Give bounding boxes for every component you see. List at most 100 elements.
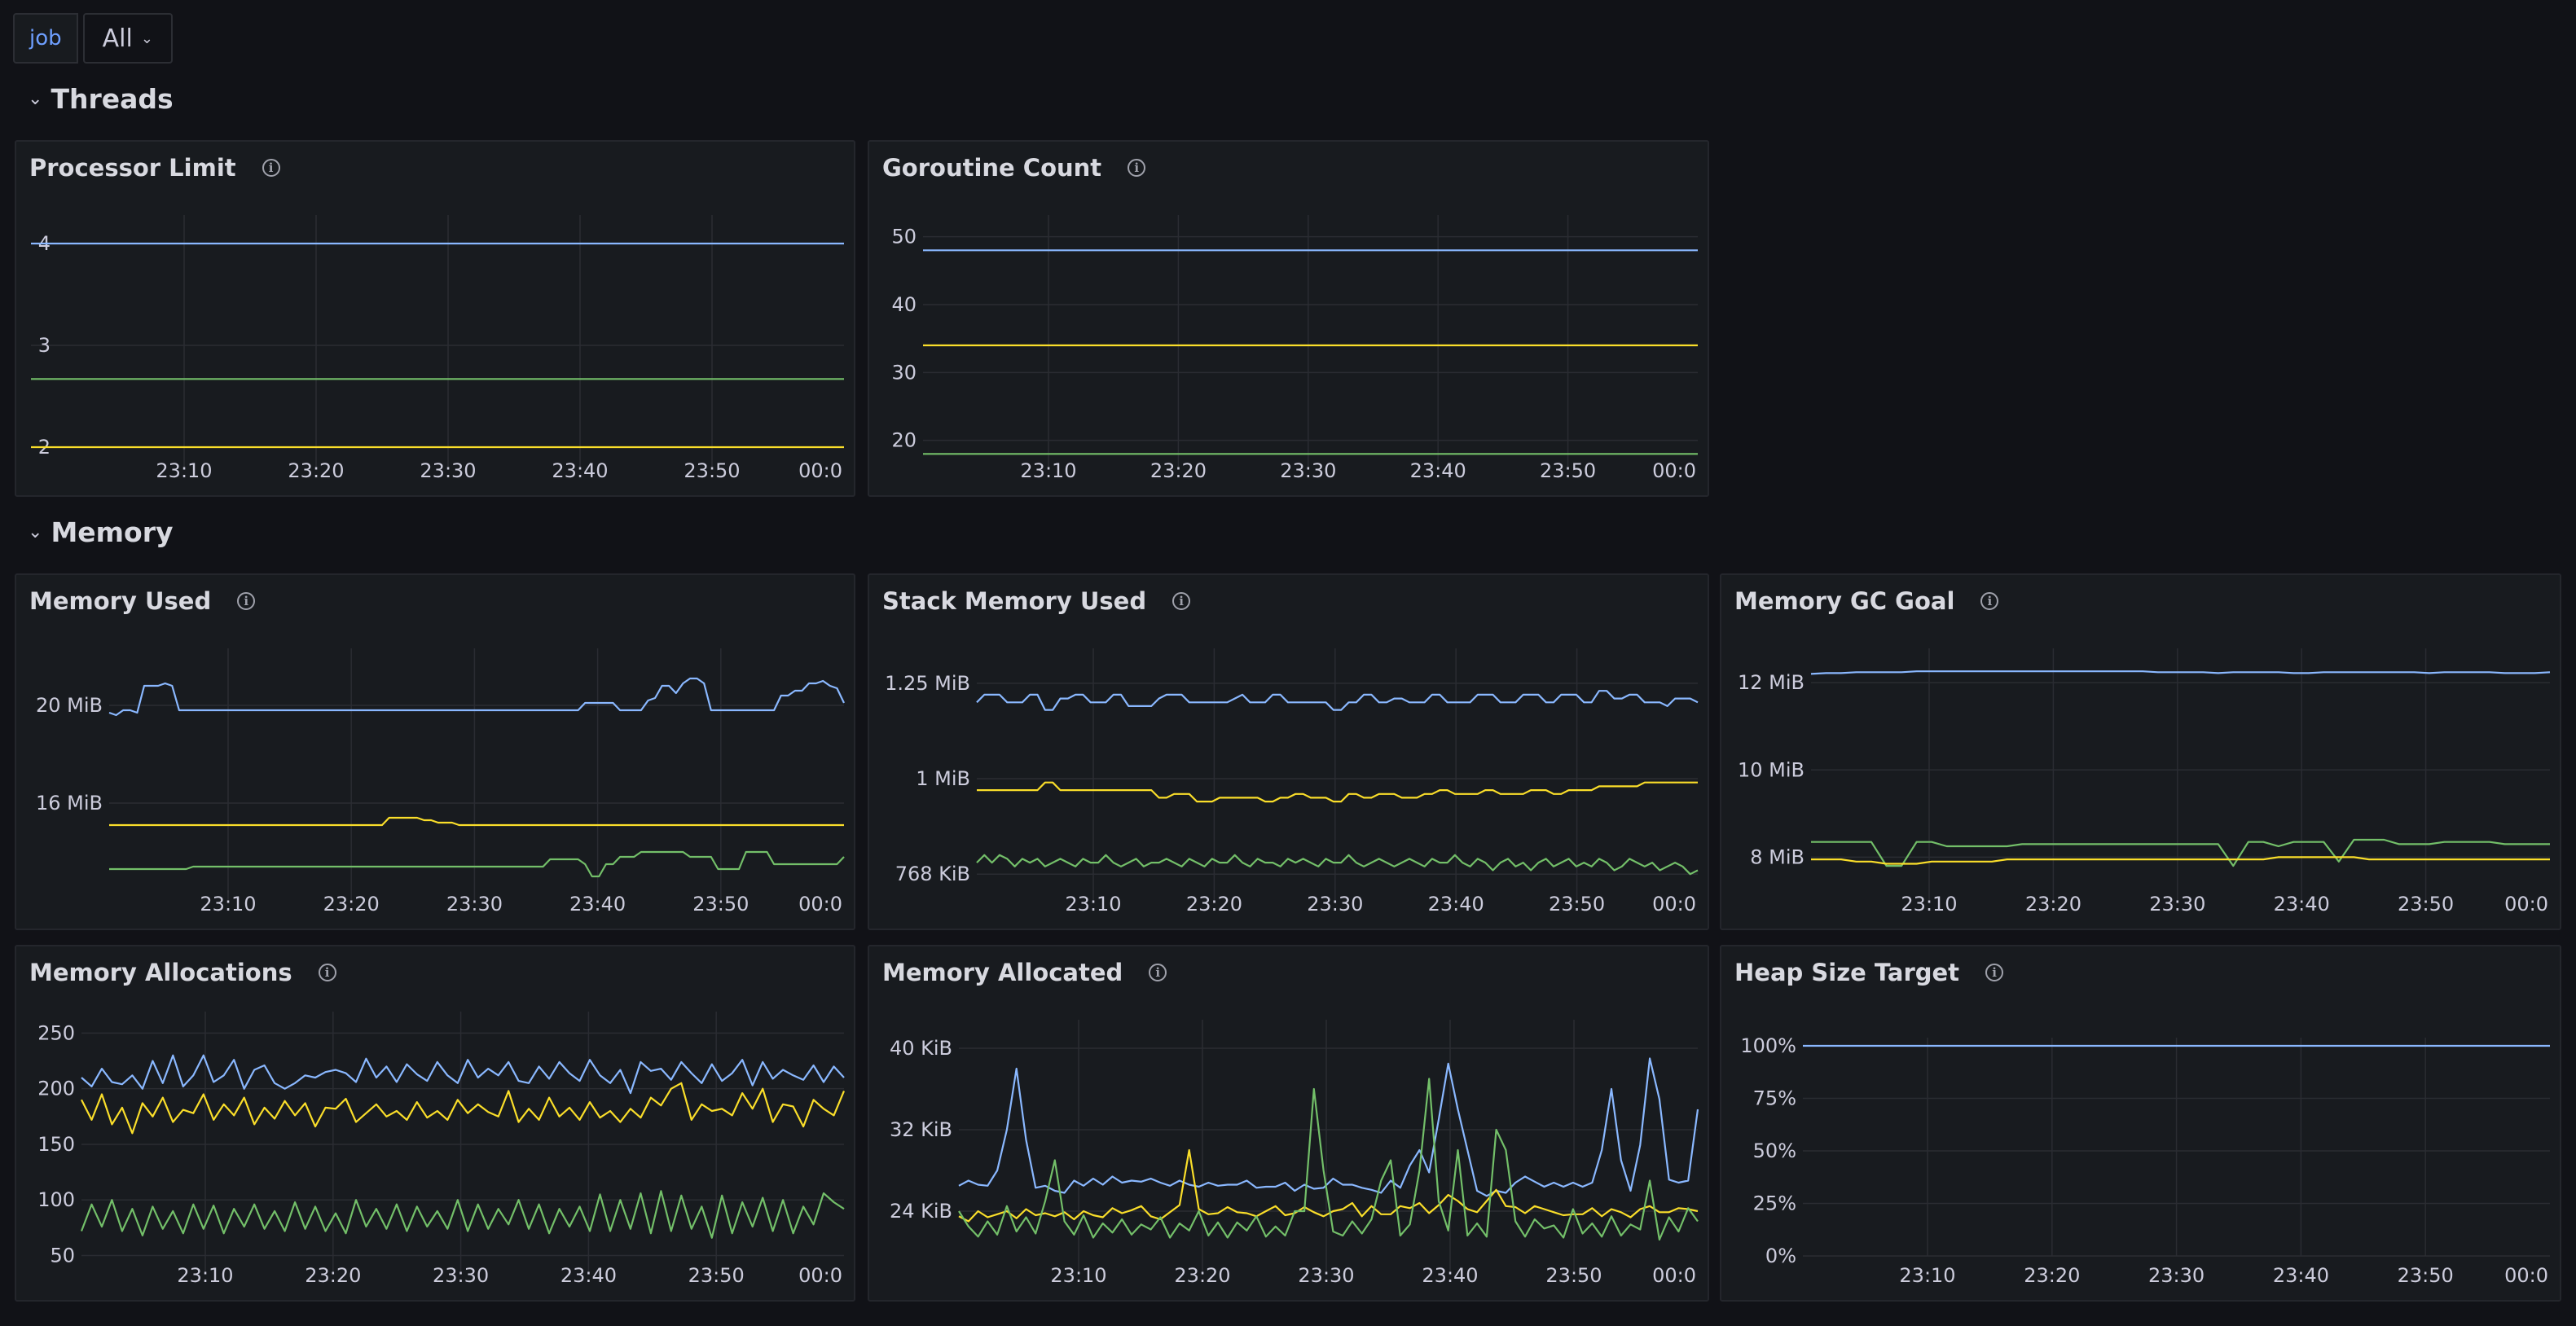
x-tick-label: 23:40 <box>552 459 608 482</box>
row-title: Threads <box>51 83 174 115</box>
x-tick-label: 23:40 <box>560 1264 617 1287</box>
y-tick-label: 50% <box>1753 1139 1796 1162</box>
x-tick-label: 23:30 <box>420 459 476 482</box>
series-line-yellow <box>1811 856 2550 865</box>
x-tick-label: 23:30 <box>2148 1264 2205 1287</box>
series-line-green <box>1811 838 2550 867</box>
row-title: Memory <box>51 516 174 548</box>
panel-title: Heap Size Target <box>1734 959 1960 986</box>
x-tick-label: 23:50 <box>684 459 740 482</box>
x-tick-label: 23:20 <box>1150 459 1207 482</box>
x-tick-label: 23:50 <box>2398 893 2454 915</box>
x-tick-label: 23:40 <box>1410 459 1466 482</box>
x-tick-label: 00:0 <box>1652 1264 1696 1287</box>
series-line-yellow <box>109 816 844 827</box>
x-tick-label: 23:10 <box>156 459 212 482</box>
x-tick-label: 23:30 <box>2149 893 2205 915</box>
panel-header: Processor Limit i <box>29 151 280 184</box>
panel-memory-gc-goal[interactable]: Memory GC Goal i 23:10 23:20 23:30 23:40 23:… <box>1720 573 2561 930</box>
info-icon[interactable]: i <box>318 964 336 981</box>
panel-heap-size-target[interactable]: Heap Size Target i 23:10 23:20 23:30 23:40 2… <box>1720 945 2561 1302</box>
panel-title: Processor Limit <box>29 154 236 182</box>
info-icon[interactable]: i <box>1128 159 1146 177</box>
panel-title: Goroutine Count <box>882 154 1102 182</box>
x-tick-label: 23:20 <box>288 459 344 482</box>
y-tick-label: 0% <box>1765 1245 1796 1267</box>
info-icon[interactable]: i <box>262 159 280 177</box>
series-line-green <box>976 854 1699 876</box>
y-tick-label: 32 KiB <box>890 1118 952 1141</box>
y-tick-label: 16 MiB <box>36 792 103 814</box>
chevron-down-icon: ⌄ <box>28 89 43 109</box>
info-icon[interactable]: i <box>1172 592 1191 610</box>
panel-header: Memory Allocated i <box>882 956 1167 989</box>
row-header-memory[interactable]: ⌄ Memory <box>28 516 174 548</box>
chart: 23:10 23:20 23:30 23:40 23:50 00:0 100% 75% 50% 2… <box>1740 1034 2550 1287</box>
job-variable-value: All <box>102 24 133 53</box>
series-line-yellow <box>81 1082 846 1135</box>
x-tick-label: 23:20 <box>2025 893 2081 915</box>
panel-processor-limit[interactable]: Processor Limit i 23:10 23:20 23:30 23:40 23… <box>15 140 855 497</box>
y-tick-label: 12 MiB <box>1738 671 1805 694</box>
y-tick-label: 10 MiB <box>1738 758 1805 781</box>
x-tick-label: 23:30 <box>446 893 503 915</box>
y-tick-label: 75% <box>1753 1087 1796 1110</box>
x-tick-label: 23:20 <box>323 893 380 915</box>
info-icon[interactable]: i <box>237 592 256 610</box>
info-icon[interactable]: i <box>1980 592 1999 610</box>
series-line-blue <box>1810 670 2551 675</box>
y-tick-label: 40 <box>891 293 917 316</box>
panel-header: Memory Used i <box>29 585 256 617</box>
x-tick-label: 23:50 <box>688 1264 745 1287</box>
job-variable-label: job <box>13 13 78 64</box>
x-tick-label: 23:30 <box>433 1264 489 1287</box>
x-tick-label: 23:30 <box>1298 1264 1354 1287</box>
series-line-green <box>109 850 845 878</box>
job-variable-select[interactable]: All ⌄ <box>82 13 173 64</box>
y-tick-label: 200 <box>37 1078 75 1100</box>
y-tick-label: 250 <box>37 1021 75 1044</box>
panel-goroutine-count[interactable]: Goroutine Count i 23:10 23:20 23:30 23:40 23… <box>868 140 1709 497</box>
x-tick-label: 23:50 <box>1540 459 1596 482</box>
y-tick-label: 100 <box>37 1188 75 1211</box>
x-tick-label: 23:30 <box>1307 893 1363 915</box>
panel-header: Stack Memory Used i <box>882 585 1191 617</box>
chart: 23:10 23:20 23:30 23:40 23:50 00:0 40 KiB 32 Ki… <box>890 1020 1699 1287</box>
y-tick-label: 24 KiB <box>890 1200 952 1223</box>
panel-title: Memory Allocated <box>882 959 1123 986</box>
x-tick-label: 23:10 <box>1065 893 1121 915</box>
x-tick-label: 23:50 <box>692 893 749 915</box>
y-tick-label: 20 <box>891 429 917 452</box>
y-tick-label: 30 <box>891 361 917 384</box>
series-line-green <box>958 1078 1699 1241</box>
panel-title: Memory Used <box>29 587 212 615</box>
x-tick-label: 23:40 <box>2273 1264 2329 1287</box>
x-tick-label: 00:0 <box>798 1264 842 1287</box>
y-tick-label: 100% <box>1740 1034 1796 1057</box>
y-tick-label: 1 MiB <box>916 767 970 790</box>
panel-memory-allocated[interactable]: Memory Allocated i 23:10 23:20 23:30 23:40 2… <box>868 945 1709 1302</box>
panel-header: Heap Size Target i <box>1734 956 2004 989</box>
variable-bar: job All ⌄ <box>13 13 173 64</box>
x-tick-label: 23:10 <box>1020 459 1076 482</box>
x-tick-label: 00:0 <box>798 893 842 915</box>
y-tick-label: 768 KiB <box>895 863 970 885</box>
panel-memory-used[interactable]: Memory Used i 23:10 23:20 23:30 23:40 23:50 0… <box>15 573 855 930</box>
y-tick-label: 50 <box>50 1245 75 1267</box>
x-tick-label: 00:0 <box>1652 459 1696 482</box>
row-header-threads[interactable]: ⌄ Threads <box>28 83 174 115</box>
x-tick-label: 23:10 <box>200 893 256 915</box>
panel-memory-allocations[interactable]: Memory Allocations i 23:10 23:20 23:30 23:4… <box>15 945 855 1302</box>
x-tick-label: 23:50 <box>1549 893 1605 915</box>
x-tick-label: 23:30 <box>1280 459 1336 482</box>
info-icon[interactable]: i <box>1985 964 2004 981</box>
series-line-blue <box>958 1057 1699 1197</box>
x-tick-label: 23:50 <box>1545 1264 1602 1287</box>
chart: 23:10 23:20 23:30 23:40 23:50 00:0 50 40 30 20 <box>891 215 1698 482</box>
y-tick-label: 8 MiB <box>1750 845 1805 868</box>
info-icon[interactable]: i <box>1149 964 1167 981</box>
x-tick-label: 00:0 <box>798 459 842 482</box>
panel-stack-memory-used[interactable]: Stack Memory Used i 23:10 23:20 23:30 23:40… <box>868 573 1709 930</box>
y-tick-label: 150 <box>37 1133 75 1156</box>
x-tick-label: 23:10 <box>1901 893 1957 915</box>
